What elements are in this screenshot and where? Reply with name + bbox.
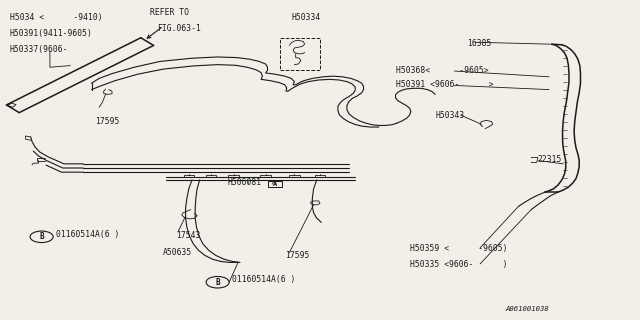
Text: B: B xyxy=(215,278,220,287)
Bar xyxy=(280,38,320,70)
Text: H50334: H50334 xyxy=(291,13,321,22)
Text: B: B xyxy=(39,232,44,241)
Text: 17595: 17595 xyxy=(95,117,119,126)
Text: 01160514A(6 ): 01160514A(6 ) xyxy=(56,230,120,239)
Text: H50343: H50343 xyxy=(435,111,465,120)
Text: FIG.063-1: FIG.063-1 xyxy=(157,24,201,33)
Text: H506081: H506081 xyxy=(227,178,261,187)
Text: 17543: 17543 xyxy=(176,231,200,240)
Text: 22315: 22315 xyxy=(538,156,562,164)
Bar xyxy=(268,181,282,187)
Text: H5034 <      -9410): H5034 < -9410) xyxy=(10,13,102,22)
Text: REFER TO: REFER TO xyxy=(150,8,189,17)
Text: A50635: A50635 xyxy=(163,248,193,257)
Text: A: A xyxy=(273,181,276,187)
Text: H50337(9606-: H50337(9606- xyxy=(10,45,68,54)
Text: H50391 <9606-      >: H50391 <9606- > xyxy=(396,80,493,89)
Text: H50335 <9606-      ): H50335 <9606- ) xyxy=(410,260,507,268)
Text: H50391(9411-9605): H50391(9411-9605) xyxy=(10,29,92,38)
Text: 16385: 16385 xyxy=(467,39,492,48)
Text: H50368<      -9605>: H50368< -9605> xyxy=(396,66,488,75)
Text: H50359 <      -9605): H50359 < -9605) xyxy=(410,244,507,252)
Text: A061001038: A061001038 xyxy=(506,306,549,312)
Text: 17595: 17595 xyxy=(285,252,309,260)
Text: 01160514A(6 ): 01160514A(6 ) xyxy=(232,275,295,284)
